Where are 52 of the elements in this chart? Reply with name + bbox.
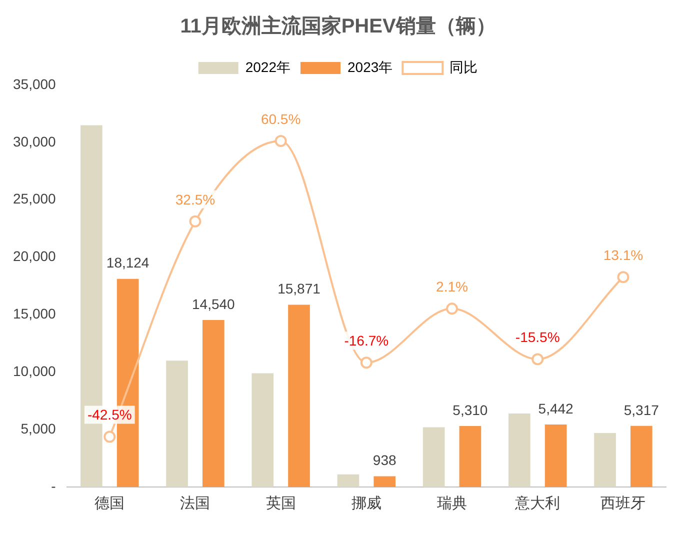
x-tick-label: 意大利 [514,495,560,512]
data-label: 13.1% [603,246,644,263]
bar [166,360,188,487]
y-tick-label: 25,000 [12,190,56,207]
y-tick-label: 10,000 [12,363,56,379]
x-tick-label: 法国 [180,495,210,512]
y-tick-label: 35,000 [12,76,56,92]
bar [594,433,616,487]
x-tick-label: 英国 [266,495,296,512]
bar [422,427,445,487]
bar [337,474,360,487]
x-tick-label: 西班牙 [600,495,646,512]
data-label: 18,124 [106,254,150,271]
data-label: -15.5% [515,329,560,346]
bar [252,373,274,487]
point [360,356,372,369]
x-tick-label: 德国 [94,495,125,512]
point [274,134,287,147]
y-tick-label: 20,000 [12,248,56,264]
x-tick-label: 瑞典 [437,495,468,512]
data-label: 938 [372,452,396,468]
bar [508,413,530,487]
data-label: 5,317 [624,402,660,418]
point [617,271,630,284]
bar [459,426,482,487]
y-tick-label: 15,000 [12,306,56,322]
point [532,353,544,366]
point [104,430,116,443]
data-label: 15,871 [278,280,321,297]
data-label: 5,442 [538,400,574,416]
y-tick-label: - [51,478,56,494]
y-tick-label: 30,000 [12,133,56,150]
bar [630,426,652,487]
data-label: 5,310 [452,402,488,418]
x-tick-label: 挪威 [351,495,382,512]
bar [374,476,396,487]
data-label: 60.5% [260,110,301,127]
chart-title: 11月欧洲主流国家PHEV销量（辆） [180,14,496,38]
legend-label: 同比 [450,58,478,75]
bar [288,304,310,487]
legend-label: 2022年 [245,58,291,75]
y-tick-label: 5,000 [20,420,56,436]
data-label: 14,540 [192,296,236,312]
point [189,215,202,228]
data-label: -16.7% [344,332,389,349]
data-label: 32.5% [175,191,216,208]
data-label: 2.1% [436,278,468,295]
point [446,302,458,315]
bar [202,320,224,487]
bar [544,424,567,487]
legend-label: 2023年 [348,58,393,75]
data-label: -42.5% [87,406,132,423]
